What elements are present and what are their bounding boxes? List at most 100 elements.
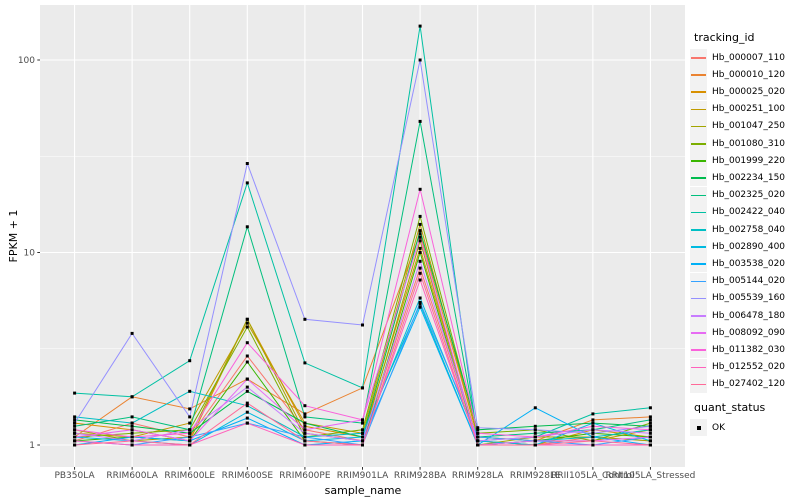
data-point <box>245 385 249 389</box>
data-point <box>188 431 192 435</box>
data-point <box>130 415 134 419</box>
data-point <box>245 360 249 364</box>
legend-key-swatch <box>690 272 707 290</box>
legend-line-icon <box>691 229 706 231</box>
data-point <box>533 435 537 439</box>
legend-item-label: Hb_002234_150 <box>712 172 786 183</box>
data-point <box>418 119 422 123</box>
data-point <box>73 431 77 435</box>
data-point <box>361 443 364 447</box>
x-tick-label: RRIM928LA <box>452 471 504 481</box>
legend-key-swatch <box>690 307 707 324</box>
y-tick-label: 1 <box>29 441 35 451</box>
x-tick-label: RRIM600PE <box>279 471 331 481</box>
legend-item-label: Hb_000025_020 <box>712 86 786 97</box>
data-point <box>245 162 249 165</box>
data-point <box>130 395 134 399</box>
data-point <box>188 435 192 439</box>
legend-key-swatch <box>690 100 707 118</box>
legend-item-label: Hb_008092_090 <box>712 327 786 338</box>
data-point <box>303 361 307 365</box>
data-point <box>188 359 192 363</box>
legend-line-icon <box>691 383 706 386</box>
data-point <box>361 439 364 443</box>
legend-line-icon <box>691 108 706 111</box>
legend-item-label: OK <box>712 422 725 433</box>
data-point <box>476 431 480 435</box>
data-point <box>648 431 652 435</box>
legend-item-Hb_002234_150: Hb_002234_150 <box>690 169 786 187</box>
legend-key-swatch <box>690 341 707 359</box>
legend-item-label: Hb_012552_020 <box>712 362 786 373</box>
legend-item-Hb_000007_110: Hb_000007_110 <box>690 49 785 66</box>
legend-item-label: Hb_002325_020 <box>712 190 786 201</box>
data-point <box>418 278 422 282</box>
data-point <box>533 439 537 443</box>
legend-key-swatch <box>690 358 707 376</box>
data-point <box>245 354 249 358</box>
legend-line-icon <box>691 160 706 162</box>
data-point <box>648 443 652 447</box>
legend-line-icon <box>691 246 706 248</box>
data-point <box>591 435 595 439</box>
legend-line-icon <box>691 263 706 265</box>
legend-line-icon <box>691 332 706 334</box>
data-point <box>418 305 422 309</box>
legend-key-swatch <box>690 255 707 273</box>
data-point <box>245 404 249 408</box>
data-point <box>591 431 595 435</box>
x-tick-label: RRIM600SE <box>222 471 274 481</box>
data-point <box>303 404 307 408</box>
data-point <box>73 439 77 443</box>
data-point <box>73 428 77 432</box>
data-point <box>476 428 480 432</box>
y-tick-label: 100 <box>18 56 35 66</box>
data-point <box>361 421 364 425</box>
data-point <box>648 421 652 425</box>
data-point <box>303 431 307 435</box>
data-point <box>188 428 192 432</box>
data-point <box>533 431 537 435</box>
data-point <box>361 435 364 439</box>
data-point <box>418 296 422 300</box>
data-point <box>648 418 652 422</box>
legend-line-icon <box>691 211 706 214</box>
data-point <box>245 421 249 425</box>
data-point <box>245 341 249 345</box>
data-point <box>591 421 595 425</box>
legend-item-label: Hb_003538_020 <box>712 258 786 269</box>
legend-key-swatch <box>690 238 707 256</box>
data-point <box>303 428 307 432</box>
data-point <box>591 412 595 416</box>
data-point <box>130 428 134 432</box>
legend-item-Hb_012552_020: Hb_012552_020 <box>690 358 786 376</box>
data-point <box>361 431 364 435</box>
y-tick-label: 10 <box>24 249 36 259</box>
data-point <box>648 415 652 419</box>
data-point <box>303 424 307 428</box>
legend-key-swatch <box>690 83 707 101</box>
data-point <box>73 415 77 419</box>
legend-line-icon <box>691 177 706 179</box>
data-point <box>303 415 307 419</box>
x-tick-label: PB350LA <box>54 471 95 481</box>
data-point <box>188 415 192 419</box>
data-point <box>418 301 422 304</box>
data-point <box>188 389 192 393</box>
data-point <box>533 424 537 428</box>
data-point <box>418 251 422 254</box>
data-point <box>130 421 134 425</box>
legend-line-icon <box>691 143 706 145</box>
data-point <box>418 232 422 236</box>
data-point <box>73 443 77 447</box>
data-point <box>418 229 422 233</box>
legend-item-Hb_005539_160: Hb_005539_160 <box>690 289 785 307</box>
data-point <box>188 407 192 411</box>
data-point <box>648 428 652 432</box>
data-point <box>591 443 595 447</box>
legend-item-Hb_002890_400: Hb_002890_400 <box>690 238 785 256</box>
legend-item-label: Hb_000010_120 <box>712 69 786 80</box>
data-point <box>245 181 249 185</box>
data-point <box>648 424 652 428</box>
legend-item-Hb_003538_020: Hb_003538_020 <box>690 255 786 273</box>
